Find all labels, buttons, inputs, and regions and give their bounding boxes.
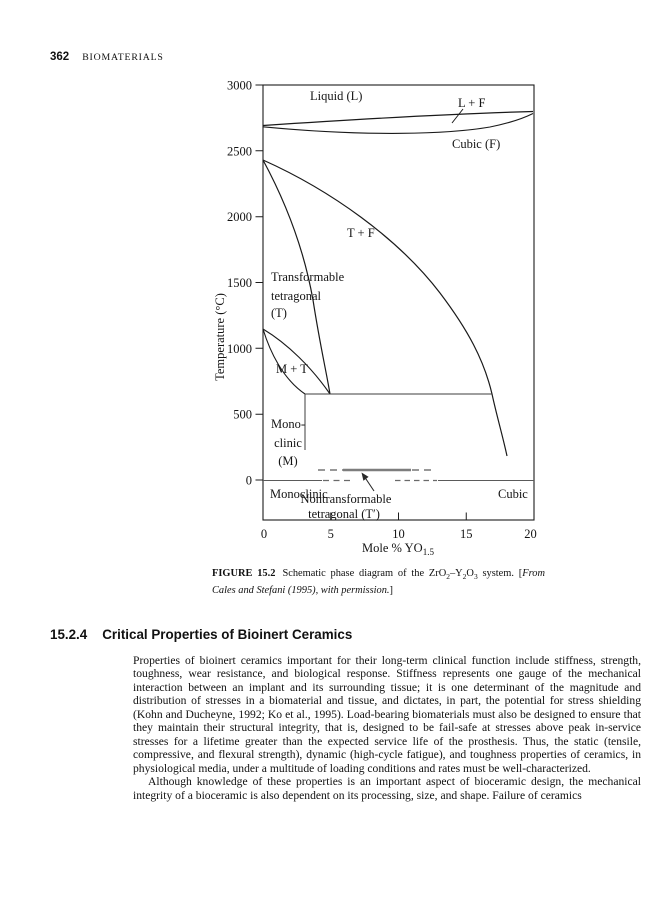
figure-caption-label: FIGURE 15.2 <box>212 568 276 579</box>
label-liquid: Liquid (L) <box>310 89 362 103</box>
m-plus-t-lower-curve <box>262 328 306 395</box>
figure-caption-text: system. [ <box>477 568 523 579</box>
label-transformable-line3: (T) <box>271 306 287 320</box>
cubic-boundary-curve <box>262 159 508 457</box>
label-transformable-line2: tetragonal <box>271 289 322 303</box>
label-nontransformable-line2: tetragonal (T′) <box>308 507 380 521</box>
label-transformable-line1: Transformable <box>271 270 345 284</box>
label-nontransformable-line1: Nontransformable <box>301 492 392 506</box>
t-prime-arrow-head <box>361 472 369 481</box>
label-monoclinic-bottom: Monoclinic <box>270 487 328 501</box>
figure-caption-sub: 2 <box>446 572 450 582</box>
paragraph-1: Properties of bioinert ceramics importan… <box>133 654 641 775</box>
y-axis-ticks <box>255 84 263 481</box>
y-tick-0: 0 <box>246 474 252 488</box>
liquidus-upper-curve <box>262 110 534 127</box>
label-monoclinic-line1: Mono- <box>271 417 305 431</box>
body-text: Properties of bioinert ceramics importan… <box>133 654 641 802</box>
x-tick-15: 15 <box>460 527 473 541</box>
label-monoclinic-line2: clinic <box>274 436 302 450</box>
y-axis-title: Temperature (°C) <box>213 293 227 381</box>
l-plus-f-leader-line <box>451 108 464 124</box>
label-monoclinic-line3: (M) <box>278 454 297 468</box>
figure-caption-text: O <box>466 568 474 579</box>
tetragonal-boundary-curve <box>262 159 331 395</box>
x-tick-5: 5 <box>328 527 334 541</box>
m-plus-t-upper-curve <box>262 328 331 395</box>
figure-caption-citation: From Cales and Stefani (1995), with perm… <box>212 568 545 596</box>
liquidus-lower-curve <box>262 113 534 134</box>
y-tick-1500: 1500 <box>227 276 252 290</box>
running-head-title: BIOMATERIALS <box>82 52 164 63</box>
x-tick-0: 0 <box>261 527 267 541</box>
page-number: 362 <box>50 51 70 63</box>
x-tick-10: 10 <box>392 527 405 541</box>
y-tick-2500: 2500 <box>227 144 252 158</box>
label-cubic-bottom: Cubic <box>498 487 528 501</box>
figure-caption-text: Schematic phase diagram of the ZrO <box>282 568 447 579</box>
figure-caption-text: –Y <box>449 568 463 579</box>
figure-caption-sub: 2 <box>462 572 467 582</box>
section-heading: 15.2.4 Critical Properties of Bioinert Ce… <box>50 627 352 642</box>
y-tick-1000: 1000 <box>227 342 252 356</box>
y-tick-2000: 2000 <box>227 210 252 224</box>
paragraph-2: Although knowledge of these properties i… <box>133 775 641 802</box>
x-tick-20: 20 <box>524 527 537 541</box>
label-l-plus-f: L + F <box>458 96 485 110</box>
label-cubic-f: Cubic (F) <box>452 137 500 151</box>
section-title: Critical Properties of Bioinert Ceramics <box>102 627 353 642</box>
phase-diagram: 3000 2500 2000 1500 1000 500 0 0 5 10 15… <box>213 79 537 558</box>
figure-caption: FIGURE 15.2 Schematic phase diagram of th… <box>212 567 545 597</box>
x-axis-title: Mole % YO1.5 <box>362 541 434 557</box>
y-tick-3000: 3000 <box>227 79 252 93</box>
label-t-plus-f: T + F <box>347 226 375 240</box>
figure-caption-text: ] <box>389 584 393 596</box>
x-axis-ticks <box>330 512 467 520</box>
y-tick-500: 500 <box>233 408 252 422</box>
running-head: 362 BIOMATERIALS <box>50 47 164 65</box>
label-m-plus-t: M + T <box>276 362 308 376</box>
section-number: 15.2.4 <box>50 627 88 642</box>
figure-caption-sub: 3 <box>473 572 478 582</box>
